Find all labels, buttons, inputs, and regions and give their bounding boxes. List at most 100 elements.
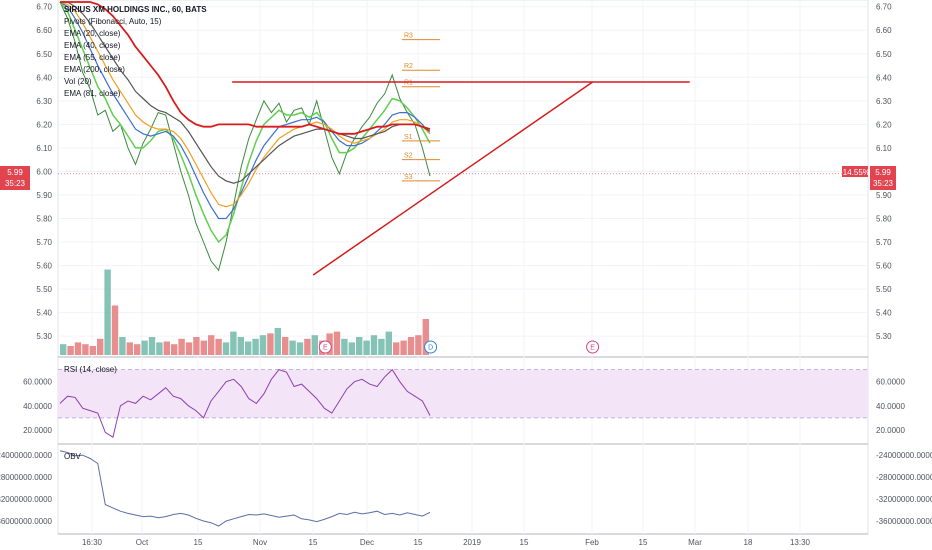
price-tick-label-left: 5.40 bbox=[36, 309, 52, 318]
series-ema-200-close[interactable] bbox=[60, 1, 431, 135]
price-tick-label: 6.50 bbox=[876, 50, 892, 59]
last-price-tag-left: 5.99 35:23 bbox=[0, 166, 30, 190]
series-ema-20-close[interactable] bbox=[59, 1, 431, 244]
time-tick-label: 13:30 bbox=[790, 538, 811, 547]
series-ema-55-close[interactable] bbox=[59, 1, 431, 208]
volume-bar bbox=[215, 338, 222, 355]
volume-bar bbox=[134, 344, 141, 355]
trendline-support[interactable] bbox=[312, 81, 594, 276]
series-price[interactable] bbox=[59, 1, 431, 272]
rsi-tick-label: 20.0000 bbox=[876, 426, 905, 435]
volume-bar bbox=[97, 338, 104, 355]
rsi-band bbox=[58, 369, 868, 418]
legend-ema-81[interactable]: EMA (81, close) bbox=[64, 89, 121, 98]
obv-tick-label-left: -28000000.0000 bbox=[0, 473, 53, 482]
obv-tick-label-left: -32000000.0000 bbox=[0, 495, 53, 504]
volume-bar bbox=[274, 328, 281, 355]
price-tick-label: 5.60 bbox=[876, 262, 892, 271]
obv-legend[interactable]: OBV bbox=[64, 452, 82, 461]
time-tick-label: 15 bbox=[414, 538, 423, 547]
volume-bar bbox=[415, 335, 422, 355]
obv-tick-label: -24000000.0000 bbox=[876, 451, 932, 460]
series-rsi[interactable] bbox=[59, 368, 431, 438]
volume-bar bbox=[104, 269, 111, 355]
pivot-label-s1: S1 bbox=[404, 134, 413, 141]
rsi-tick-label-left: 20.0000 bbox=[23, 426, 52, 435]
price-tick-label: 5.70 bbox=[876, 238, 892, 247]
volume-bar bbox=[245, 341, 252, 355]
event-marker-d[interactable] bbox=[424, 340, 438, 354]
event-label-e: E bbox=[590, 345, 595, 352]
price-tick-label: 5.40 bbox=[876, 309, 892, 318]
volume-bar bbox=[193, 337, 200, 355]
volume-bar bbox=[89, 346, 96, 355]
obv-tick-label-left: -24000000.0000 bbox=[0, 451, 53, 460]
obv-tick-label: -32000000.0000 bbox=[876, 495, 932, 504]
event-marker-e[interactable] bbox=[586, 340, 600, 354]
last-price-tag-right: -14.55% 5.99 35:23 bbox=[840, 166, 896, 190]
last-price-left: 5.99 bbox=[7, 168, 23, 177]
pivot-label-r3: R3 bbox=[404, 33, 413, 40]
volume-bar bbox=[311, 335, 318, 355]
time-tick-label: Mar bbox=[688, 538, 702, 547]
volume-bar bbox=[304, 338, 311, 355]
series-obv[interactable] bbox=[59, 450, 431, 527]
volume-bar bbox=[200, 340, 207, 355]
volume-bar bbox=[178, 338, 185, 355]
price-tick-label-left: 6.30 bbox=[36, 97, 52, 106]
event-marker-e[interactable] bbox=[318, 340, 332, 354]
price-tick-label-left: 5.90 bbox=[36, 191, 52, 200]
time-tick-label: Feb bbox=[585, 538, 599, 547]
event-label-e: E bbox=[323, 345, 328, 352]
time-tick-label: 16:30 bbox=[82, 538, 103, 547]
volume-bar bbox=[185, 342, 193, 355]
price-tick-label: 6.60 bbox=[876, 26, 892, 35]
volume-bar bbox=[230, 331, 237, 355]
volume-bar bbox=[370, 335, 378, 355]
price-tick-label-left: 6.10 bbox=[36, 144, 52, 153]
obv-tick-label: -28000000.0000 bbox=[876, 473, 932, 482]
legend-vol[interactable]: Vol (20) bbox=[64, 77, 92, 86]
volume-bar bbox=[393, 342, 400, 355]
obv-tick-label: -36000000.0000 bbox=[876, 517, 932, 526]
legend-pivots[interactable]: Pivots (Fibonacci, Auto, 15) bbox=[64, 17, 162, 26]
volume-bar bbox=[385, 331, 392, 355]
volume-bar bbox=[126, 342, 133, 355]
volume-bar bbox=[119, 337, 126, 355]
legend-ema-40[interactable]: EMA (40, close) bbox=[64, 41, 121, 50]
price-tick-label: 5.80 bbox=[876, 215, 892, 224]
volume-bar bbox=[208, 335, 215, 355]
legend-ema-20[interactable]: EMA (20, close) bbox=[64, 29, 121, 38]
volume-bar bbox=[363, 340, 370, 355]
pivot-label-r2: R2 bbox=[404, 63, 413, 70]
price-tick-label: 6.40 bbox=[876, 73, 892, 82]
legend-ema-55[interactable]: EMA (55, close) bbox=[64, 53, 121, 62]
legend-ema-200[interactable]: EMA (200, close) bbox=[64, 65, 125, 74]
series-ema-81-close[interactable] bbox=[60, 1, 431, 184]
volume-bar bbox=[111, 305, 119, 355]
volume-bar bbox=[407, 337, 415, 355]
pivot-label-s3: S3 bbox=[404, 174, 413, 181]
time-tick-label: 15 bbox=[309, 538, 318, 547]
rsi-legend[interactable]: RSI (14, close) bbox=[64, 365, 117, 374]
price-tick-label-left: 6.60 bbox=[36, 26, 52, 35]
volume-bar bbox=[156, 342, 163, 355]
volume-bar bbox=[422, 319, 429, 355]
volume-bar bbox=[282, 337, 289, 355]
price-tick-label-left: 5.80 bbox=[36, 215, 52, 224]
volume-bar bbox=[252, 338, 259, 355]
time-tick-label: Oct bbox=[136, 538, 149, 547]
time-tick-label: 18 bbox=[744, 538, 753, 547]
price-tick-label-left: 5.30 bbox=[36, 332, 52, 341]
plot-area bbox=[57, 0, 869, 535]
chart-title: SIRIUS XM HOLDINGS INC., 60, BATS bbox=[64, 5, 207, 14]
event-label-d: D bbox=[428, 345, 433, 352]
volume-bar bbox=[171, 344, 178, 355]
rsi-tick-label-left: 60.0000 bbox=[23, 378, 52, 387]
volume-bar bbox=[141, 340, 148, 355]
price-tick-label: 5.30 bbox=[876, 332, 892, 341]
change-badge: -14.55% bbox=[840, 168, 870, 177]
countdown-left: 35:23 bbox=[5, 179, 26, 188]
price-tick-label-left: 5.50 bbox=[36, 285, 52, 294]
